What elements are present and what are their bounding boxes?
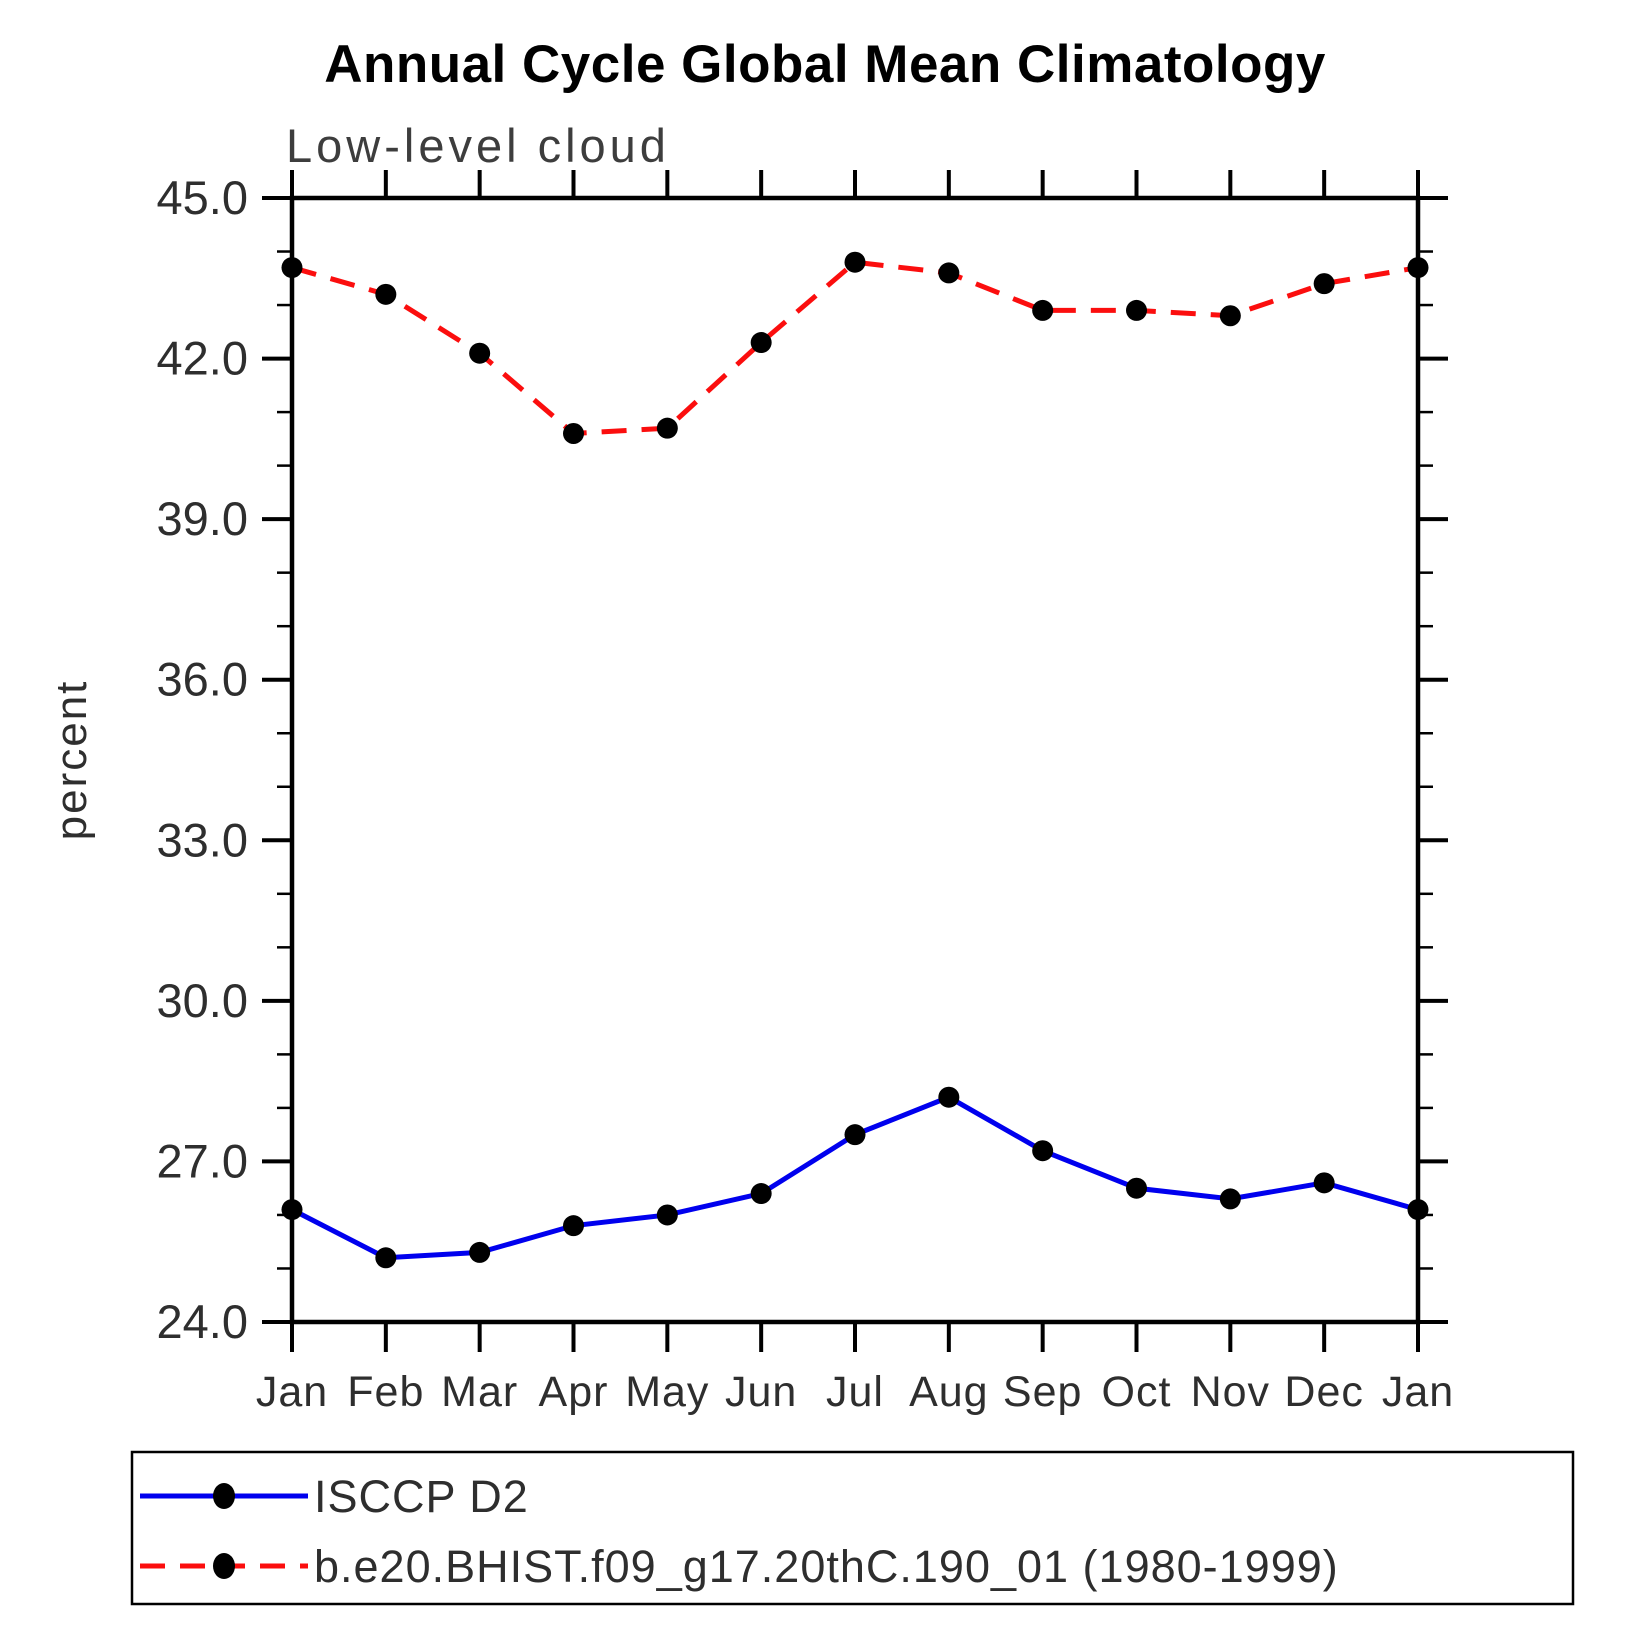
data-point-marker [281,1199,303,1221]
x-tick-label: Dec [1284,1368,1363,1416]
data-point-marker [750,332,772,354]
data-point-marker [1032,1140,1054,1162]
series-line-isccp [290,1094,1419,1261]
x-tick-label: Mar [441,1368,518,1416]
legend-marker-dot [213,1483,235,1509]
plot-frame [289,195,1421,1325]
data-point-marker [750,1183,772,1205]
data-point-marker [656,417,678,439]
data-point-marker [938,1086,960,1108]
y-tick-label: 27.0 [157,1134,248,1187]
data-point-marker [375,1247,397,1269]
x-tick-label: Aug [909,1368,989,1416]
y-tick-label: 39.0 [157,492,248,545]
data-point-marker [1313,1172,1335,1194]
x-tick-label: Jun [725,1368,797,1416]
data-point-marker [656,1204,678,1226]
legend-samples [140,1483,308,1579]
legend-label-isccp: ISCCP D2 [314,1471,529,1522]
legend-marker-dot [213,1553,235,1579]
data-point-marker [1219,1188,1241,1210]
data-point-marker [1126,1177,1147,1199]
data-point-marker [563,1215,584,1237]
data-point-marker [1313,273,1335,295]
data-point-marker [1407,257,1429,279]
x-tick-label: Nov [1191,1368,1270,1416]
data-point-marker [844,251,866,273]
data-point-marker [938,262,960,284]
y-tick-label: 30.0 [157,974,248,1027]
data-point-marker [563,423,584,445]
x-tick-label: Jul [826,1368,884,1416]
series-line-model [291,259,1419,437]
y-tick-label: 42.0 [157,332,248,385]
x-tick-label: Jan [256,1368,328,1416]
y-axis-title: percent [47,680,96,841]
x-tick-label: Oct [1102,1368,1172,1416]
x-tick-label: May [625,1368,709,1416]
x-tick-label: Apr [539,1368,609,1416]
y-tick-label: 45.0 [157,171,248,224]
data-point-marker [1126,299,1147,321]
data-point-marker [469,342,491,364]
x-tick-label: Sep [1003,1368,1083,1416]
data-point-marker [375,283,397,305]
y-tick-label: 24.0 [157,1295,248,1348]
data-point-marker [281,257,303,279]
data-point-marker [469,1241,491,1263]
chart-title: Annual Cycle Global Mean Climatology [324,35,1326,94]
y-tick-label: 33.0 [157,813,248,866]
x-tick-label: Jan [1382,1368,1454,1416]
data-point-marker [844,1124,866,1146]
legend-box: ISCCP D2 b.e20.BHIST.f09_g17.20thC.190_0… [130,1450,1575,1606]
data-point-marker [1407,1199,1429,1221]
y-tick-label: 36.0 [157,653,248,706]
data-point-marker [1032,299,1054,321]
legend-label-model: b.e20.BHIST.f09_g17.20thC.190_01 (1980-1… [314,1541,1339,1592]
legend-border [130,1450,1575,1606]
plot-area: 24.0 27.0 30.0 33.0 36.0 39.0 42.0 45.0 Jan Feb Ma… [157,170,1454,1416]
chart-subtitle: Low-level cloud [286,119,670,172]
x-tick-label: Feb [347,1368,424,1416]
data-point-marker [1219,305,1241,327]
